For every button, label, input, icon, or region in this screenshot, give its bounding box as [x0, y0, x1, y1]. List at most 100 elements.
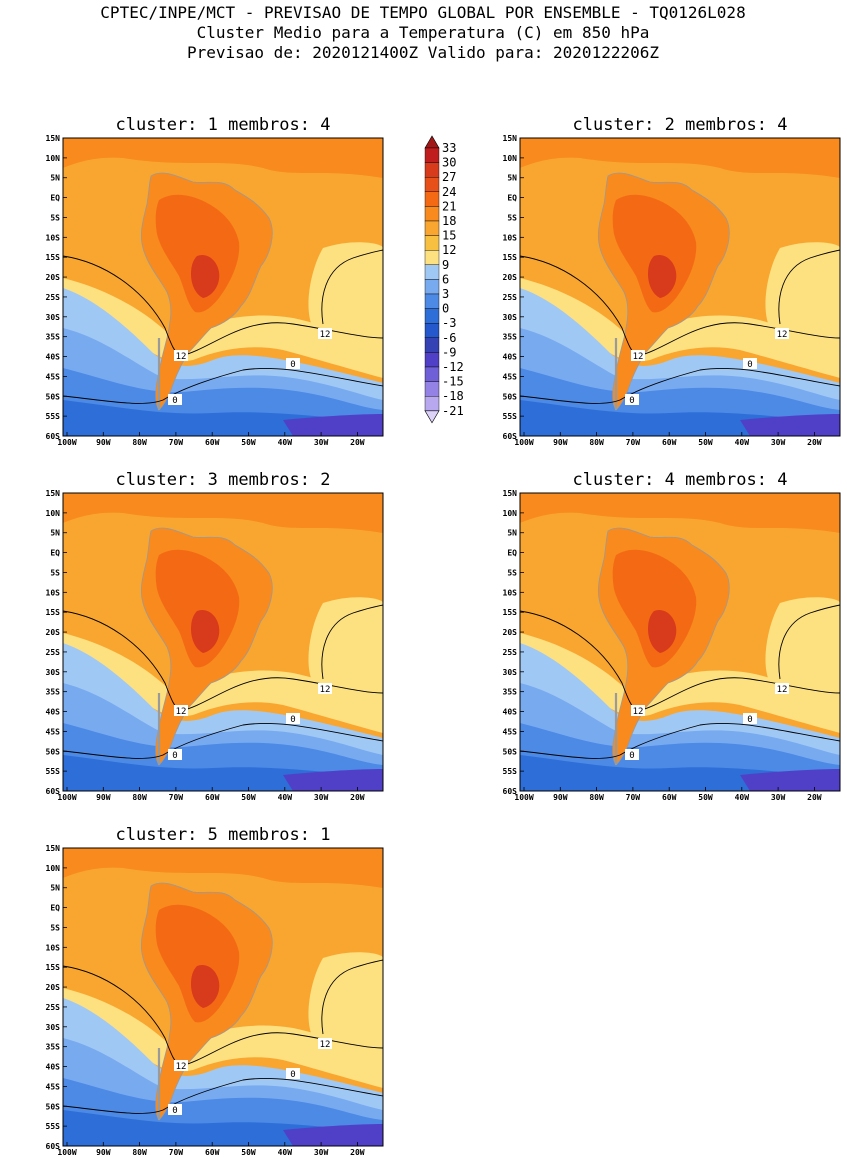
contour-label: 12	[318, 1038, 332, 1050]
temp-band-m6	[740, 769, 840, 791]
lat-tick-label: 20S	[46, 983, 61, 992]
lon-tick-label: 50W	[698, 793, 713, 802]
lon-tick-label: 70W	[626, 793, 641, 802]
svg-text:12: 12	[777, 685, 788, 695]
map-panel-3: 12 12 0 0 cluster: 3 membros: 2 15N 10N 5N EQ 5S 1…	[46, 470, 384, 802]
colorbar-swatch	[424, 191, 440, 207]
lat-tick-label: 15S	[46, 963, 61, 972]
lat-tick-label: 20S	[503, 628, 518, 637]
lat-tick-label: 55S	[46, 1122, 61, 1131]
contour-label: 0	[743, 713, 757, 725]
colorbar-label: 24	[442, 185, 456, 199]
temp-band-9	[63, 988, 383, 1088]
contour-label: 0	[625, 749, 639, 761]
lat-tick-label: 35S	[46, 688, 61, 697]
lon-tick-label: 60W	[205, 438, 220, 447]
panel-title: cluster: 5 membros: 1	[116, 825, 331, 845]
colorbar-label: 21	[442, 199, 456, 213]
colorbar-swatch	[424, 396, 440, 412]
contour-label: 12	[318, 683, 332, 695]
colorbar-label: -12	[442, 360, 464, 374]
lon-tick-label: 30W	[314, 1148, 329, 1157]
lon-tick-label: 50W	[241, 438, 256, 447]
panel-title: cluster: 1 membros: 4	[116, 115, 331, 135]
colorbar-label: -3	[442, 316, 456, 330]
colorbar-label: 6	[442, 272, 449, 286]
svg-text:0: 0	[172, 751, 177, 761]
lon-tick-label: 30W	[771, 438, 786, 447]
contour-label: 12	[775, 328, 789, 340]
map-panel-2: 12 12 0 0 cluster: 2 membros: 4 15N 10N 5N EQ 5S 1…	[503, 115, 841, 447]
lat-tick-label: 40S	[46, 353, 61, 362]
panel-title: cluster: 4 membros: 4	[573, 470, 788, 490]
lon-tick-label: 50W	[241, 1148, 256, 1157]
lat-tick-label: 25S	[503, 293, 518, 302]
svg-text:12: 12	[176, 707, 187, 717]
colorbar-label: 0	[442, 302, 449, 316]
colorbar-swatch	[424, 176, 440, 192]
colorbar-swatch	[424, 206, 440, 222]
lon-tick-label: 40W	[735, 438, 750, 447]
lon-tick-label: 100W	[57, 793, 76, 802]
colorbar-label: 9	[442, 258, 449, 272]
map-panel-4: 12 12 0 0 cluster: 4 membros: 4 15N 10N 5N EQ 5S 1…	[503, 470, 841, 802]
contour-label: 0	[743, 358, 757, 370]
colorbar-bottom-arrow	[424, 410, 440, 424]
lon-tick-label: 20W	[350, 1148, 365, 1157]
lon-tick-label: 40W	[278, 793, 293, 802]
temp-band-18	[520, 138, 840, 178]
colorbar-swatch	[424, 249, 440, 265]
svg-text:12: 12	[777, 330, 788, 340]
lon-tick-label: 90W	[96, 1148, 111, 1157]
colorbar-label: -15	[442, 375, 464, 389]
lat-tick-label: 55S	[46, 412, 61, 421]
lat-tick-label: 45S	[503, 727, 518, 736]
lat-tick-label: 30S	[46, 1023, 61, 1032]
lat-tick-label: 5N	[507, 529, 517, 538]
lon-tick-label: 90W	[553, 793, 568, 802]
lat-tick-label: 10S	[503, 233, 518, 242]
lat-tick-label: 55S	[46, 767, 61, 776]
lon-tick-label: 20W	[350, 793, 365, 802]
colorbar-swatch	[424, 279, 440, 295]
lon-tick-label: 20W	[807, 438, 822, 447]
lat-tick-label: 5N	[50, 884, 60, 893]
colorbar-swatch	[424, 235, 440, 251]
lat-tick-label: 10N	[46, 154, 61, 163]
lat-tick-label: 40S	[503, 353, 518, 362]
svg-text:0: 0	[747, 715, 752, 725]
lat-tick-label: 50S	[503, 392, 518, 401]
svg-text:12: 12	[176, 352, 187, 362]
lat-tick-label: 50S	[46, 392, 61, 401]
lat-tick-label: 10N	[46, 509, 61, 518]
svg-text:12: 12	[320, 685, 331, 695]
lon-tick-label: 40W	[735, 793, 750, 802]
temp-band-9	[63, 633, 383, 733]
contour-12-east	[321, 249, 383, 325]
contour-label: 0	[168, 1104, 182, 1116]
lon-tick-label: 100W	[514, 438, 533, 447]
lat-tick-label: EQ	[507, 194, 517, 203]
svg-text:0: 0	[290, 715, 295, 725]
colorbar-swatch	[424, 162, 440, 178]
colorbar-label: 30	[442, 156, 456, 170]
lon-tick-label: 80W	[132, 793, 147, 802]
lat-tick-label: 5N	[507, 174, 517, 183]
lat-tick-label: 15N	[503, 489, 518, 498]
contour-label: 0	[286, 358, 300, 370]
lon-tick-label: 90W	[96, 793, 111, 802]
svg-text:0: 0	[629, 751, 634, 761]
lat-tick-label: 25S	[46, 293, 61, 302]
contour-label: 12	[631, 705, 645, 717]
lon-tick-label: 70W	[169, 438, 184, 447]
lat-tick-label: 5S	[50, 568, 60, 577]
temp-band-m6	[740, 414, 840, 436]
temp-band-18	[63, 848, 383, 888]
contour-0	[63, 367, 383, 404]
colorbar-swatch	[424, 147, 440, 163]
lon-tick-label: 40W	[278, 438, 293, 447]
lat-tick-label: 15N	[46, 489, 61, 498]
lon-tick-label: 60W	[205, 1148, 220, 1157]
svg-text:0: 0	[172, 1106, 177, 1116]
lat-tick-label: 45S	[46, 1082, 61, 1091]
